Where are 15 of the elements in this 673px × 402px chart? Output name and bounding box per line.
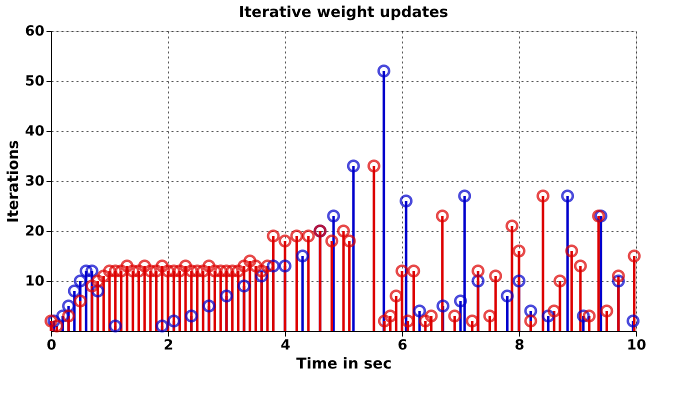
- x-tick-label: 2: [164, 338, 174, 354]
- y-tick-label: 10: [25, 274, 45, 290]
- y-axis-title: Iterations: [4, 140, 22, 223]
- y-tick-label: 30: [25, 174, 45, 190]
- x-tick-label: 10: [626, 338, 646, 354]
- x-tick-label: 6: [398, 338, 408, 354]
- y-tick-label: 60: [25, 24, 45, 40]
- y-tick-label: 50: [25, 74, 45, 90]
- y-tick-label: 20: [25, 224, 45, 240]
- x-tick-label: 4: [280, 338, 291, 354]
- y-tick-label: 40: [25, 124, 45, 140]
- x-axis-title: Time in sec: [296, 354, 392, 372]
- x-tick-label: 0: [46, 338, 57, 354]
- x-tick-label: 8: [514, 338, 524, 354]
- chart-title: Iterative weight updates: [238, 3, 448, 21]
